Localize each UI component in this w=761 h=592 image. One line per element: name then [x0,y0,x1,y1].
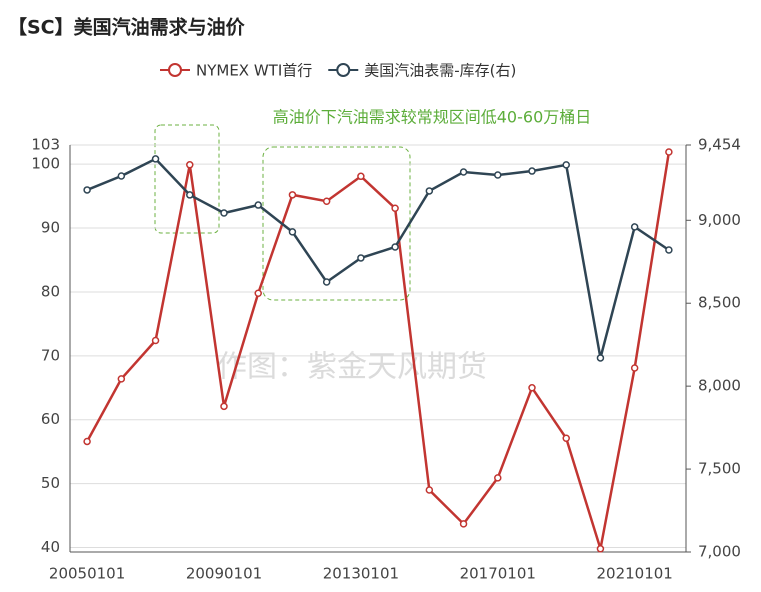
data-point [357,254,365,262]
data-point [459,520,468,528]
data-point [220,402,228,411]
x-tick-label: 20090101 [186,565,262,583]
y-tick-label: 80 [41,282,60,300]
data-point [528,167,536,175]
series-line [86,157,670,359]
x-tick-label: 20050101 [49,565,125,583]
data-point [117,375,126,383]
y-tick-label: 40 [41,538,60,556]
annotation: 高油价下汽油需求较常规区间低40-60万桶日 [273,108,592,127]
highlight-box [262,146,411,301]
y-tick-label: 50 [41,474,60,492]
highlight-box [154,124,220,234]
y2-tick-label: 8,000 [698,377,741,395]
y-tick-label: 60 [41,410,60,428]
data-point [391,243,399,251]
x-tick-label: 20130101 [323,565,399,583]
y2-tick-label: 7,000 [698,543,741,561]
data-point [186,161,194,169]
y2-tick-label: 7,500 [698,460,741,478]
data-point [494,171,502,179]
data-point [528,384,536,392]
data-point [494,474,502,482]
y-tick-label: 100 [31,155,60,173]
legend-icon [336,63,351,77]
y-tick-label: 70 [41,346,60,364]
data-point [665,246,673,254]
data-point [596,545,605,553]
watermark: 作图：紫金天风期货 [217,350,487,385]
y2-tick-label: 8,500 [698,294,741,312]
data-point [322,197,331,205]
data-point [665,148,673,156]
data-point [254,289,262,297]
data-point [425,486,434,494]
series-line [86,151,671,550]
data-point [322,278,331,286]
data-point [151,336,160,345]
data-point [357,172,365,181]
y2-tick-label: 9,000 [698,211,741,229]
data-point [459,168,468,176]
chart-title: 【SC】美国汽油需求与油价 [8,16,246,39]
x-tick-label: 20210101 [596,565,672,583]
data-point [288,191,297,199]
y-tick-label: 90 [41,219,60,237]
y2-tick-label: 9,454 [698,136,741,154]
data-point [425,187,434,195]
data-point [186,191,194,199]
data-point [391,204,399,213]
data-point [254,201,262,209]
x-tick-label: 20170101 [460,565,536,583]
data-point [220,209,228,217]
legend-label: NYMEX WTI首行 [196,62,312,80]
data-point [151,155,160,163]
data-point [117,172,126,180]
data-point [630,364,639,372]
data-point [562,434,570,443]
legend-icon [168,63,182,77]
data-point [83,186,91,194]
data-point [596,354,605,362]
data-point [630,223,639,231]
y-tick-label: 103 [31,136,60,154]
data-point [562,161,570,169]
legend-label: 美国汽油表需-库存(右) [364,62,516,80]
data-point [288,228,297,236]
data-point [83,437,91,446]
